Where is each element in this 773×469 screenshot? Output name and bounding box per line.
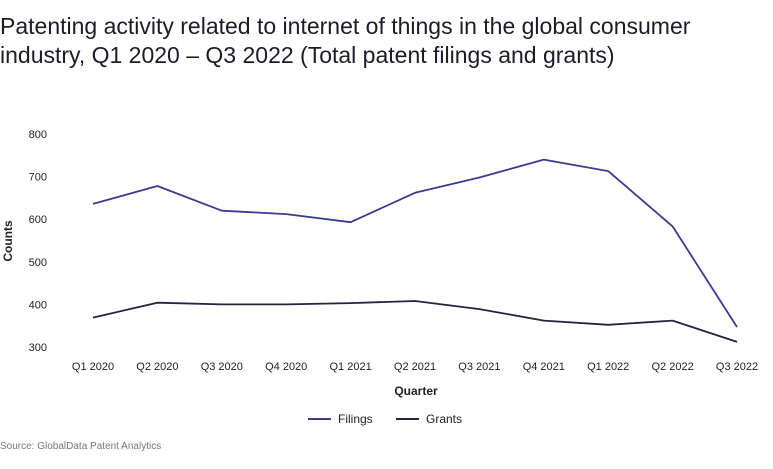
- source-note: Source: GlobalData Patent Analytics: [0, 441, 162, 452]
- series-line-grants: [92, 300, 738, 343]
- x-tick-label: Q2 2021: [394, 361, 436, 373]
- y-tick-label: 600: [29, 214, 47, 226]
- series-line-filings: [92, 158, 738, 328]
- y-tick-label: 300: [29, 342, 47, 354]
- x-tick-label: Q1 2020: [72, 361, 114, 373]
- chart-title: Patenting activity related to internet o…: [0, 13, 691, 68]
- y-axis-title: Counts: [1, 220, 15, 262]
- y-tick-label: 400: [29, 299, 47, 311]
- x-tick-label: Q4 2021: [523, 361, 565, 373]
- x-tick-label: Q1 2021: [329, 361, 371, 373]
- x-tick-label: Q4 2020: [265, 361, 307, 373]
- y-axis: 300 400 500 600 700 800: [29, 129, 47, 354]
- legend-label-filings: Filings: [338, 412, 373, 426]
- y-tick-label: 800: [29, 129, 47, 141]
- y-tick-label: 700: [29, 172, 47, 184]
- x-tick-label: Q2 2022: [651, 361, 693, 373]
- y-tick-label: 500: [29, 257, 47, 269]
- x-tick-label: Q1 2022: [587, 361, 629, 373]
- x-axis-title: Quarter: [394, 384, 438, 398]
- legend: Filings Grants: [308, 412, 462, 426]
- plot-area: [92, 158, 738, 343]
- x-axis: Q1 2020 Q2 2020 Q3 2020 Q4 2020 Q1 2021 Q2 20…: [72, 361, 758, 373]
- legend-label-grants: Grants: [426, 412, 462, 426]
- x-tick-label: Q2 2020: [136, 361, 178, 373]
- x-tick-label: Q3 2022: [716, 361, 758, 373]
- x-tick-label: Q3 2021: [458, 361, 500, 373]
- x-tick-label: Q3 2020: [201, 361, 243, 373]
